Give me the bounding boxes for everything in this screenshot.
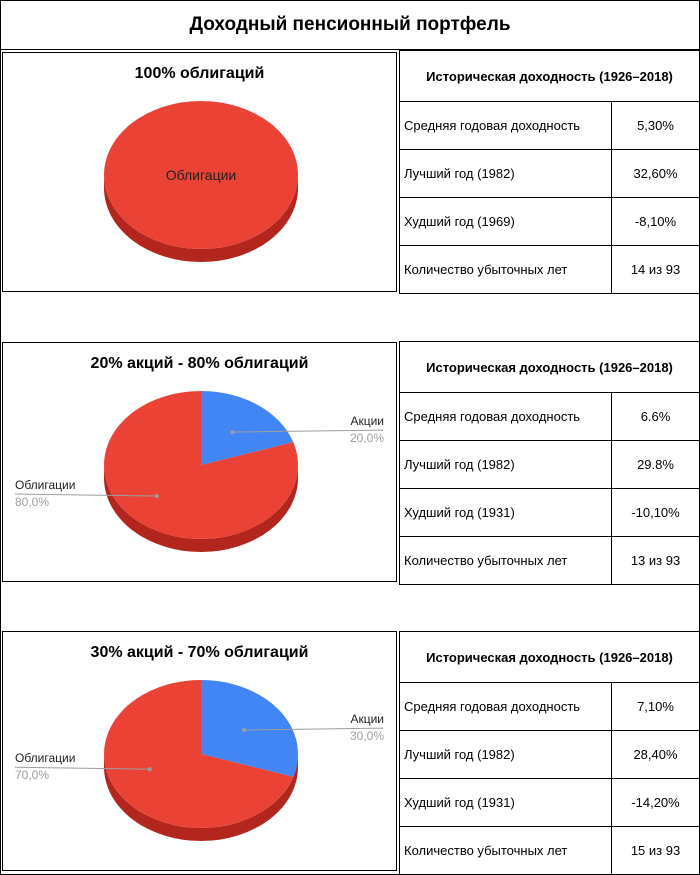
stat-value: 28,40%: [610, 730, 700, 779]
table-row: Количество убыточных лет 13 из 93: [399, 536, 700, 585]
stat-label: Количество убыточных лет: [399, 826, 612, 875]
stat-value: 14 из 93: [610, 245, 700, 294]
leader-line-stocks: [244, 727, 384, 731]
table-row: Лучший год (1982) 28,40%: [399, 730, 700, 779]
stat-label: Лучший год (1982): [399, 149, 612, 198]
stats-header: Историческая доходность (1926–2018): [398, 631, 700, 683]
legend-label-stocks: Акции: [350, 414, 384, 428]
leader-line-stocks: [232, 429, 384, 433]
stat-label: Средняя годовая доходность: [399, 682, 612, 731]
leader-line-bonds: [14, 493, 157, 497]
pie-slice-bonds: [104, 101, 298, 249]
stat-value: 32,60%: [610, 149, 700, 198]
leader-dot-stocks: [242, 728, 247, 733]
pie-chart-2: Акции 20,0% Облигации 80,0%: [14, 391, 384, 552]
pie-slice-bonds: [103, 680, 294, 828]
legend-percent-stocks: 30,0%: [350, 729, 384, 743]
legend-label-bonds: Облигации: [15, 478, 75, 492]
page-title: Доходный пенсионный портфель: [189, 14, 511, 35]
legend-label-stocks: Акции: [350, 712, 384, 726]
stat-label: Средняя годовая доходность: [399, 101, 612, 150]
stat-label: Худший год (1969): [399, 197, 612, 246]
table-row: Лучший год (1982) 29.8%: [399, 440, 700, 489]
legend-percent-bonds: 70,0%: [15, 768, 49, 782]
stat-value: -8,10%: [610, 197, 700, 246]
table-row: Количество убыточных лет 14 из 93: [399, 245, 700, 294]
slice-label-bonds: Облигации: [166, 167, 237, 183]
stat-value: 7,10%: [610, 682, 700, 731]
stat-label: Худший год (1931): [399, 488, 612, 537]
table-row: Худший год (1969) -8,10%: [399, 197, 700, 246]
table-row: Средняя годовая доходность 5,30%: [399, 101, 700, 150]
pie-side: [104, 175, 298, 262]
stat-value: 15 из 93: [610, 826, 700, 875]
stats-header: Историческая доходность (1926–2018): [398, 50, 700, 102]
leader-dot-bonds: [147, 767, 152, 772]
stat-value: 13 из 93: [610, 536, 700, 585]
stat-label: Лучший год (1982): [399, 440, 612, 489]
stats-table-3: Историческая доходность (1926–2018) Сред…: [398, 631, 700, 875]
stat-label: Количество убыточных лет: [399, 536, 612, 585]
stat-value: 29.8%: [610, 440, 700, 489]
table-row: Лучший год (1982) 32,60%: [399, 149, 700, 198]
table-row: Средняя годовая доходность 6.6%: [399, 392, 700, 441]
table-row: Худший год (1931) -10,10%: [399, 488, 700, 537]
pie-side: [104, 754, 298, 841]
stat-value: 5,30%: [610, 101, 700, 150]
stats-table-2: Историческая доходность (1926–2018) Сред…: [398, 341, 700, 585]
page-title-bar: Доходный пенсионный портфель: [0, 0, 700, 50]
pie-slice-stocks: [201, 680, 298, 777]
chart-title-1: 100% облигаций: [134, 65, 265, 82]
chart-title-3: 30% акций - 70% облигаций: [90, 644, 309, 661]
stats-table-1: Историческая доходность (1926–2018) Сред…: [398, 50, 700, 294]
stat-label: Средняя годовая доходность: [399, 392, 612, 441]
chart-panel-3: 30% акций - 70% облигаций Акции 30,0% Обли…: [2, 631, 397, 871]
table-row: Худший год (1931) -14,20%: [399, 778, 700, 827]
stats-header: Историческая доходность (1926–2018): [398, 341, 700, 393]
stat-label: Количество убыточных лет: [399, 245, 612, 294]
chart-title-2: 20% акций - 80% облигаций: [90, 355, 309, 372]
pie-slice-bonds: [103, 391, 298, 539]
stat-value: -10,10%: [610, 488, 700, 537]
table-row: Средняя годовая доходность 7,10%: [399, 682, 700, 731]
pie-side: [104, 465, 298, 552]
stat-value: -14,20%: [610, 778, 700, 827]
legend-label-bonds: Облигации: [15, 751, 75, 765]
chart-panel-1: 100% облигаций Облигации: [2, 52, 397, 292]
pie-slice-stocks: [201, 391, 294, 465]
chart-panel-2: 20% акций - 80% облигаций Акции 20,0% Обли…: [2, 342, 397, 582]
table-row: Количество убыточных лет 15 из 93: [399, 826, 700, 875]
stat-value: 6.6%: [610, 392, 700, 441]
legend-percent-bonds: 80,0%: [15, 495, 49, 509]
stat-label: Худший год (1931): [399, 778, 612, 827]
leader-line-bonds: [14, 766, 150, 770]
pie-chart-3: Акции 30,0% Облигации 70,0%: [14, 680, 384, 841]
stat-label: Лучший год (1982): [399, 730, 612, 779]
legend-percent-stocks: 20,0%: [350, 431, 384, 445]
pie-chart-1: Облигации: [104, 101, 298, 262]
